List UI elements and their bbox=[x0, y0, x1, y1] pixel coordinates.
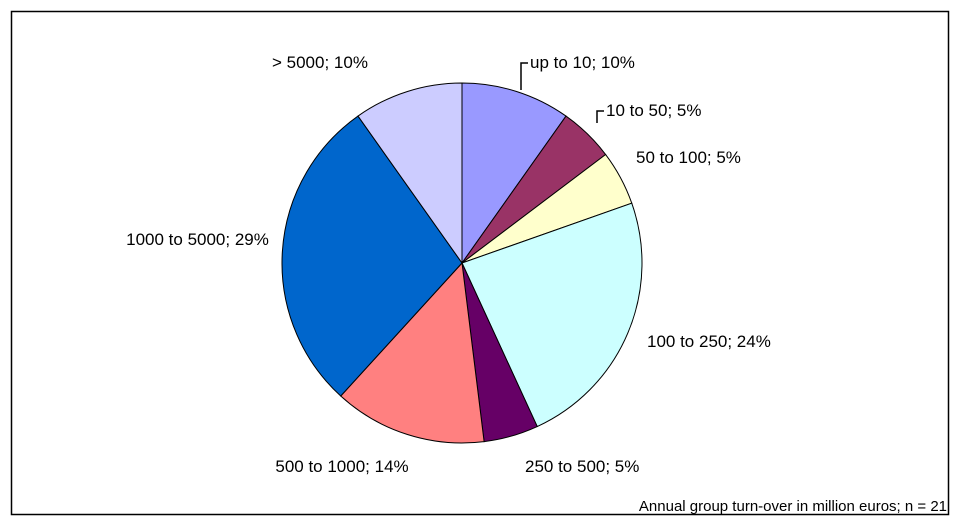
slice-label: 50 to 100; 5% bbox=[636, 148, 741, 167]
slice-label: 500 to 1000; 14% bbox=[275, 457, 409, 476]
pie-slice bbox=[461, 202, 643, 428]
pie-slice bbox=[357, 82, 463, 265]
slice-label: 10 to 50; 5% bbox=[606, 101, 702, 120]
slice-label: 250 to 500; 5% bbox=[525, 457, 640, 476]
leader-line bbox=[520, 62, 528, 90]
pie-slice bbox=[461, 82, 567, 265]
slice-label: 1000 to 5000; 29% bbox=[126, 230, 269, 249]
slice-label: up to 10; 10% bbox=[530, 53, 635, 72]
pie-slice bbox=[340, 261, 485, 444]
pie-slice bbox=[281, 115, 463, 397]
slice-label: 100 to 250; 24% bbox=[647, 332, 771, 351]
slice-label: > 5000; 10% bbox=[272, 53, 368, 72]
annotation: Annual group turn-over in million euros;… bbox=[638, 498, 947, 515]
leader-line bbox=[596, 110, 604, 123]
